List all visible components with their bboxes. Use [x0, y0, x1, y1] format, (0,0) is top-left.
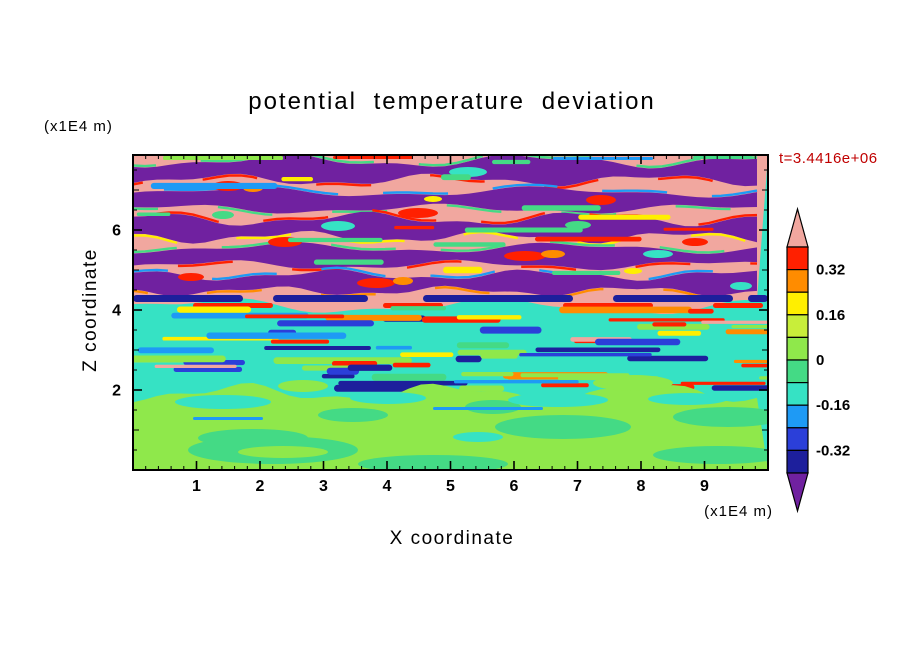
- axes: 1 2 3 4 5 6 7 8 9 2 4 6: [112, 154, 769, 495]
- colorbar-lower-arrow: [786, 472, 809, 514]
- x-tick-label: 9: [700, 478, 709, 495]
- colorbar-tick-label: 0.16: [816, 307, 845, 324]
- colorbar-segment: [786, 449, 809, 474]
- y-axis-unit: (x1E4 m): [44, 118, 113, 135]
- x-tick-label: 6: [510, 478, 519, 495]
- colorbar-tick-label: -0.16: [816, 397, 850, 414]
- contour-field: [133, 155, 768, 470]
- colorbar-segment: [786, 404, 809, 429]
- y-tick-label: 4: [112, 303, 121, 320]
- colorbar-segment: [786, 359, 809, 384]
- colorbar-segment: [786, 291, 809, 316]
- colorbar-segment: [786, 246, 809, 271]
- chart-title: potential temperature deviation: [248, 88, 656, 115]
- colorbar-segment: [786, 382, 809, 406]
- x-tick-label: 7: [573, 478, 582, 495]
- time-annotation: t=3.4416e+06: [779, 150, 878, 167]
- colorbar-tick-label: -0.32: [816, 442, 850, 459]
- colorbar-tick-label: 0: [816, 352, 824, 369]
- x-tick-label: 3: [319, 478, 328, 495]
- y-tick-label: 6: [112, 223, 121, 240]
- y-tick-label: 2: [112, 383, 121, 400]
- colorbar: 0.32 0.16 0 -0.16 -0.32: [786, 206, 850, 514]
- colorbar-segment: [786, 269, 809, 293]
- x-tick-label: 8: [637, 478, 646, 495]
- x-tick-label: 1: [192, 478, 201, 495]
- colorbar-segment: [786, 427, 809, 451]
- x-tick-label: 4: [383, 478, 392, 495]
- colorbar-segment: [786, 314, 809, 338]
- x-axis-unit: (x1E4 m): [704, 503, 773, 520]
- colorbar-upper-arrow: [786, 206, 809, 248]
- colorbar-segment: [786, 336, 809, 361]
- colorbar-tick-label: 0.32: [816, 262, 845, 279]
- x-axis-title: X coordinate: [389, 528, 515, 549]
- x-tick-label: 2: [256, 478, 265, 495]
- x-tick-label: 5: [446, 478, 455, 495]
